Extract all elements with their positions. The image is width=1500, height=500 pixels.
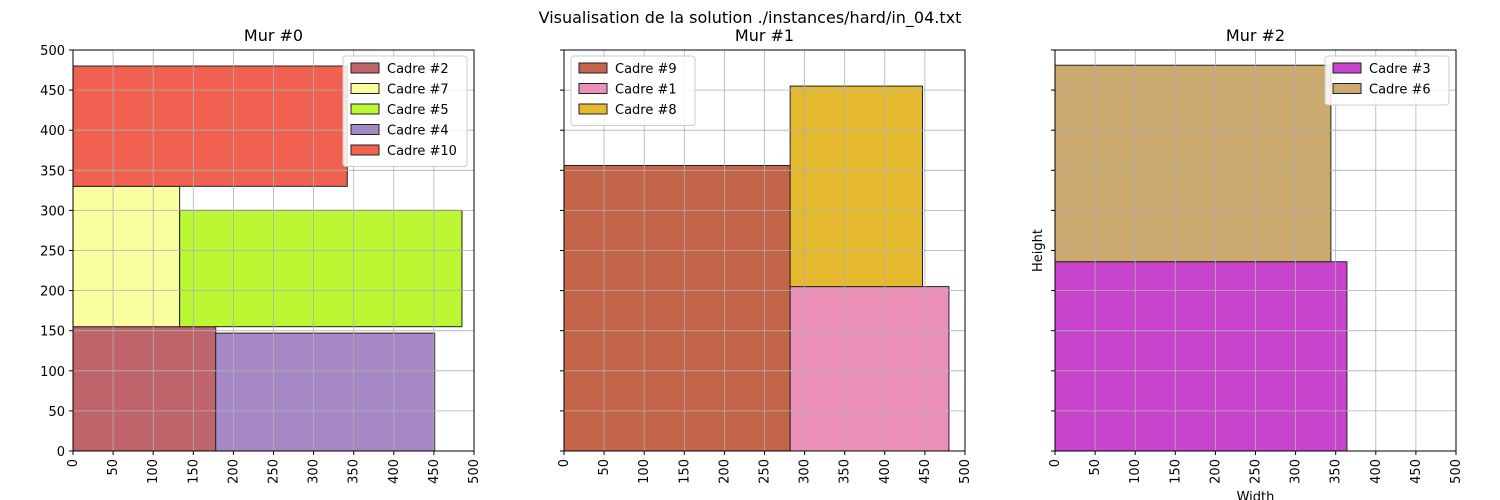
- x-tick-label-1: 50: [106, 459, 121, 476]
- x-tick-label-7: 350: [347, 459, 362, 484]
- frame-rect-0: [72, 326, 217, 452]
- figure-suptitle: Visualisation de la solution ./instances…: [539, 8, 962, 28]
- x-tick-label-8: 400: [387, 459, 402, 484]
- legend-swatch-3: [350, 124, 380, 135]
- legend-swatch-1: [350, 83, 380, 94]
- x-tick-label-5: 250: [758, 459, 773, 484]
- legend-swatch-0: [1332, 62, 1362, 74]
- legend-label-0: Cadre #9: [615, 62, 677, 77]
- legend-label-0: Cadre #3: [1369, 62, 1431, 77]
- chart-title: Mur #2: [1226, 26, 1285, 45]
- legend-swatch-1: [578, 83, 608, 94]
- legend-label-1: Cadre #6: [1369, 83, 1431, 98]
- x-tick-label-5: 250: [1249, 459, 1264, 484]
- x-tick-label-6: 300: [798, 459, 813, 484]
- legend-label-2: Cadre #8: [615, 103, 677, 118]
- y-tick-label-4: 200: [40, 285, 65, 300]
- legend: Cadre #3 Cadre #6: [1324, 55, 1450, 106]
- legend: Cadre #2 Cadre #7 Cadre #5 Cadre #4 Cadre #1…: [342, 55, 468, 167]
- x-tick-label-7: 350: [838, 459, 853, 484]
- x-tick-label-3: 150: [677, 459, 692, 484]
- x-tick-label-1: 50: [597, 459, 612, 476]
- x-tick-label-6: 300: [1289, 459, 1304, 484]
- x-tick-label-1: 50: [1088, 459, 1103, 476]
- frame-rect-0: [1054, 261, 1348, 452]
- panels: 0 50 100 150 200 250 300 350 400 450 5000501001502…: [40, 26, 1464, 500]
- chart-title: Mur #0: [244, 26, 303, 45]
- frame-rect-0: [563, 164, 791, 452]
- panel-1: 0 50 100 150 200 250 300 350 400 450 500 Mur #1 Cadr…: [557, 26, 973, 484]
- legend-swatch-0: [350, 62, 380, 74]
- x-tick-label-10: 500: [1449, 459, 1464, 484]
- x-tick-label-10: 500: [958, 459, 973, 484]
- x-tick-label-3: 150: [186, 459, 201, 484]
- x-tick-label-2: 100: [1128, 459, 1143, 484]
- x-tick-label-10: 500: [467, 459, 482, 484]
- legend-swatch-2: [578, 103, 608, 115]
- legend-label-1: Cadre #1: [615, 83, 677, 98]
- legend-swatch-4: [350, 144, 380, 156]
- frame-rect-2: [179, 209, 463, 328]
- legend-swatch-1: [1332, 83, 1362, 94]
- x-tick-label-3: 150: [1168, 459, 1183, 484]
- x-tick-label-8: 400: [878, 459, 893, 484]
- x-tick-label-8: 400: [1369, 459, 1384, 484]
- x-tick-label-7: 350: [1329, 459, 1344, 484]
- x-tick-label-9: 450: [427, 459, 442, 484]
- y-tick-label-3: 150: [40, 325, 65, 340]
- x-tick-label-2: 100: [146, 459, 161, 484]
- frame-rect-2: [789, 85, 923, 288]
- panel-0: 0 50 100 150 200 250 300 350 400 450 500 0 50 100 150 2…: [40, 26, 482, 484]
- y-tick-label-1: 50: [48, 405, 65, 420]
- frame-rect-1: [72, 185, 181, 328]
- x-tick-label-4: 200: [226, 459, 241, 484]
- frame-rect-4: [72, 65, 348, 187]
- x-tick-label-6: 300: [307, 459, 322, 484]
- legend-label-3: Cadre #4: [387, 124, 449, 139]
- legend-label-0: Cadre #2: [387, 62, 449, 77]
- y-tick-label-9: 450: [40, 84, 65, 99]
- x-tick-label-5: 250: [267, 459, 282, 484]
- y-tick-label-6: 300: [40, 204, 65, 219]
- legend-label-2: Cadre #5: [387, 103, 449, 118]
- x-tick-label-4: 200: [717, 459, 732, 484]
- panel-2: 0 50 100 150 200 250 300 350 400 450 500 Mur #2 Widt…: [1031, 26, 1464, 500]
- legend-label-4: Cadre #10: [387, 144, 457, 159]
- y-tick-label-0: 0: [57, 445, 65, 460]
- y-tick-label-5: 250: [40, 245, 65, 260]
- y-axis-label: Height: [1031, 229, 1046, 272]
- frame-rect-1: [789, 286, 950, 452]
- y-tick-label-2: 100: [40, 365, 65, 380]
- x-tick-label-0: 0: [66, 459, 81, 467]
- y-tick-label-8: 400: [40, 124, 65, 139]
- x-tick-label-0: 0: [1048, 459, 1063, 467]
- legend-swatch-2: [350, 103, 380, 115]
- y-tick-label-10: 500: [40, 44, 65, 59]
- legend-label-1: Cadre #7: [387, 83, 449, 98]
- x-tick-label-9: 450: [918, 459, 933, 484]
- x-axis-label: Width: [1237, 490, 1275, 500]
- legend-swatch-0: [578, 62, 608, 74]
- frame-rect-3: [215, 332, 436, 452]
- x-tick-label-9: 450: [1409, 459, 1424, 484]
- x-tick-label-4: 200: [1208, 459, 1223, 484]
- y-tick-label-7: 350: [40, 164, 65, 179]
- frame-rect-1: [1054, 64, 1332, 263]
- x-tick-label-0: 0: [557, 459, 572, 467]
- legend: Cadre #9 Cadre #1 Cadre #8: [570, 55, 696, 126]
- x-tick-label-2: 100: [637, 459, 652, 484]
- chart-title: Mur #1: [735, 26, 794, 45]
